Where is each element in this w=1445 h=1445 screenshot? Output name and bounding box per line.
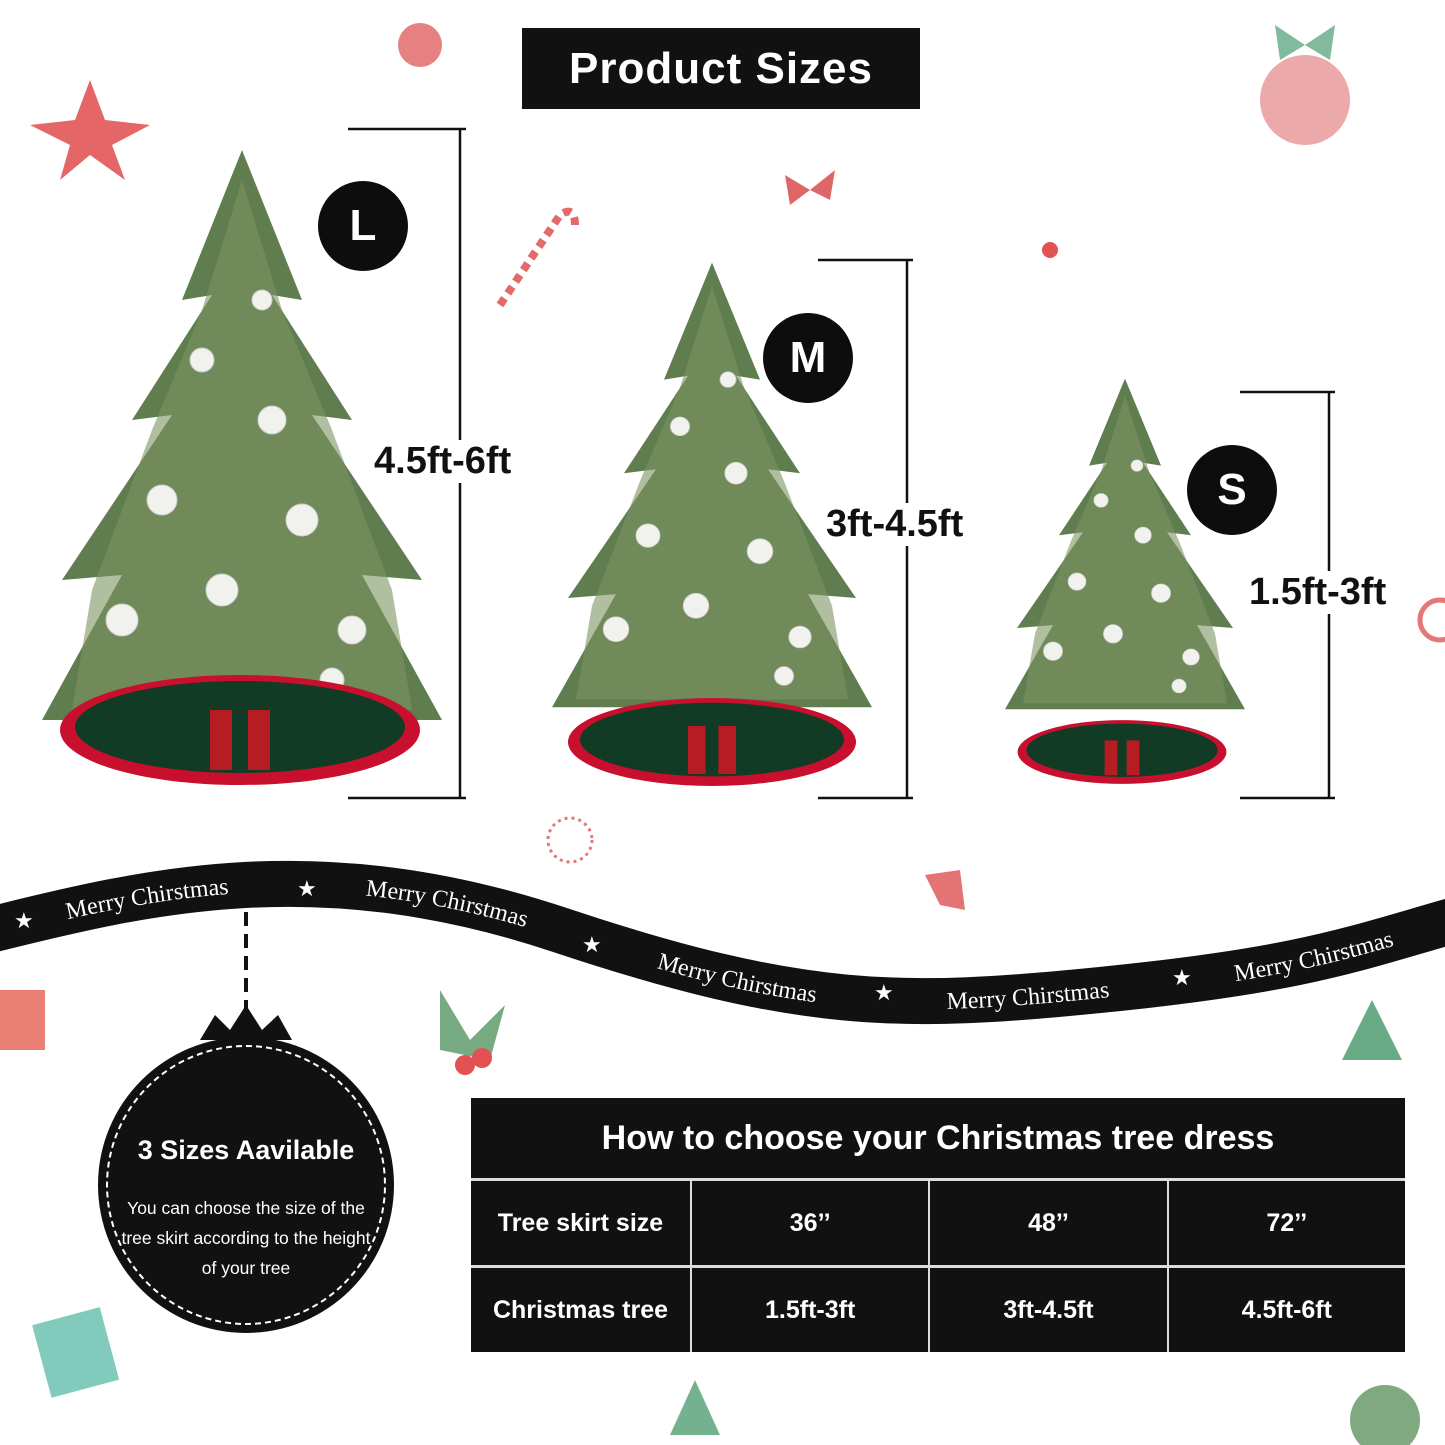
ornament-cap [200,1005,292,1040]
table-cell: 72’’ [1166,1181,1405,1265]
row-label: Tree skirt size [497,1208,664,1237]
skirt-large [60,675,420,785]
ornament-title: 3 Sizes Aavilable [137,1135,355,1165]
sizes-ornament: 3 Sizes Aavilable You can choose the siz… [98,1037,394,1333]
table-cell: 3ft-4.5ft [928,1268,1166,1352]
table-cell: 1.5ft-3ft [690,1268,928,1352]
svg-text:★: ★ [582,932,602,957]
size-guide-table: How to choose your Christmas tree dress … [471,1098,1405,1352]
size-badge-small: S [1187,445,1277,535]
svg-text:★: ★ [1172,965,1192,990]
decorations [0,23,1445,1445]
size-badge-large: L [318,181,408,271]
star-icon: ★ ★ ★ ★ ★ [14,876,1192,1005]
height-label-medium: 3ft-4.5ft [824,503,966,546]
table-title: How to choose your Christmas tree dress [471,1098,1405,1181]
skirt-medium [568,698,856,786]
ornament-dashed-ring [106,1045,386,1325]
height-label-small: 1.5ft-3ft [1247,571,1389,614]
row-label: Christmas tree [492,1295,669,1324]
size-badge-medium: M [763,313,853,403]
ribbon-banner [0,860,1445,1025]
svg-text:★: ★ [14,908,34,933]
skirt-small [1017,720,1227,784]
page-title: Product Sizes [522,28,920,109]
tree-small [1004,378,1246,710]
table-cell: 36’’ [690,1181,928,1265]
height-label-large: 4.5ft-6ft [372,440,514,483]
table-row: Christmas tree 1.5ft-3ft 3ft-4.5ft 4.5ft… [471,1265,1405,1352]
table-cell: 48’’ [928,1181,1166,1265]
ornament-body: You can choose the size of the tree skir… [121,1198,371,1278]
table-cell: 4.5ft-6ft [1166,1268,1405,1352]
table-row: Tree skirt size 36’’ 48’’ 72’’ [471,1181,1405,1265]
svg-text:★: ★ [874,980,894,1005]
svg-text:★: ★ [297,876,317,901]
